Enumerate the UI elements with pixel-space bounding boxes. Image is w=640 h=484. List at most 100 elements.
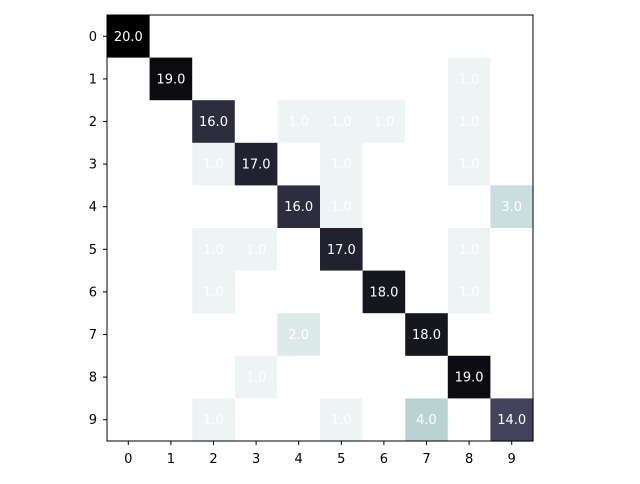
heatmap-cell [277,57,321,101]
heatmap-cell [362,313,406,357]
heatmap-cell [192,185,236,229]
heatmap-cell [320,398,364,442]
heatmap-cell [107,398,151,442]
x-tick-label: 8 [465,452,473,467]
heatmap-cell [234,57,278,101]
heatmap-cell [447,100,491,144]
cell-value-label: 16.0 [199,115,228,130]
x-tick-label: 1 [167,452,175,467]
y-tick-label: 2 [89,115,97,130]
heatmap-cell [149,398,193,442]
heatmap-cell [405,142,449,186]
heatmap-cell [362,57,406,101]
heatmap-cell [405,270,449,314]
cell-value-label: 1.0 [331,200,352,215]
y-tick-label: 3 [89,158,97,173]
cell-value-label: 3.0 [501,200,522,215]
x-tick-label: 4 [295,452,303,467]
heatmap-cell [149,313,193,357]
heatmap-cell [362,100,406,144]
y-tick-label: 8 [89,371,97,386]
y-tick-label: 9 [89,413,97,428]
heatmap-cell [405,355,449,399]
x-axis: 0 1 2 3 4 5 6 7 8 9 [124,441,516,467]
cell-value-label: 1.0 [374,115,395,130]
heatmap-cell [320,313,364,357]
heatmap-cell [149,15,193,59]
heatmap-cell [405,398,449,442]
heatmap-cell [149,228,193,272]
heatmap-cell [149,57,193,101]
heatmap-cell [149,142,193,186]
y-tick-label: 6 [89,285,97,300]
cell-value-label: 1.0 [459,243,480,258]
cell-value-label: 16.0 [284,200,313,215]
cell-value-label: 2.0 [288,328,309,343]
x-tick-label: 2 [209,452,217,467]
heatmap-cell [192,100,236,144]
cell-value-label: 17.0 [327,243,356,258]
heatmap-cell [405,185,449,229]
heatmap-cell [192,142,236,186]
cell-value-label: 1.0 [288,115,309,130]
heatmap-cell [107,142,151,186]
heatmap-cell [405,15,449,59]
heatmap-cell [405,100,449,144]
heatmap-cell [447,185,491,229]
heatmap-cell [107,228,151,272]
x-tick-label: 6 [380,452,388,467]
heatmap-cell [320,100,364,144]
cell-value-label: 1.0 [331,115,352,130]
cell-value-label: 17.0 [242,158,271,173]
heatmap-cell [320,15,364,59]
heatmap-cell [234,355,278,399]
cell-value-label: 19.0 [156,72,185,87]
cell-value-label: 1.0 [203,285,224,300]
cell-value-label: 1.0 [331,413,352,428]
heatmap-cell [320,142,364,186]
heatmap-cell [234,100,278,144]
heatmap-cell [277,355,321,399]
cell-value-label: 4.0 [416,413,437,428]
heatmap-cell [192,355,236,399]
heatmap-cell [490,57,534,101]
heatmap-cells [107,15,534,442]
cell-value-label: 1.0 [203,243,224,258]
cell-value-label: 18.0 [412,328,441,343]
heatmap-cell [362,15,406,59]
x-tick-label: 9 [508,452,516,467]
heatmap-cell [107,355,151,399]
heatmap-cell [277,313,321,357]
heatmap-cell [447,15,491,59]
heatmap-cell [192,15,236,59]
heatmap-cell [320,355,364,399]
heatmap-cell [447,398,491,442]
heatmap-cell [277,15,321,59]
heatmap-cell [362,270,406,314]
cell-value-label: 1.0 [203,413,224,428]
heatmap-cell [490,15,534,59]
cell-value-label: 1.0 [459,115,480,130]
heatmap-cell [234,185,278,229]
heatmap-cell [192,313,236,357]
x-tick-label: 3 [252,452,260,467]
heatmap-cell [192,57,236,101]
heatmap-cell [234,270,278,314]
heatmap-cell [362,228,406,272]
heatmap-cell [277,270,321,314]
plot-frame [106,14,534,442]
heatmap-cell [362,185,406,229]
heatmap-cell-labels: 20.0 19.0 1.0 16.0 1.0 1.0 1.0 1.0 1.0 17.0 1.0 1.0… [114,30,526,428]
y-tick-label: 7 [89,328,97,343]
y-tick-label: 4 [89,200,97,215]
heatmap-cell [447,313,491,357]
cell-value-label: 19.0 [455,371,484,386]
heatmap-cell [234,15,278,59]
heatmap-cell [447,270,491,314]
heatmap-cell [107,100,151,144]
heatmap-cell [490,228,534,272]
heatmap-cell [107,270,151,314]
heatmap-cell [447,57,491,101]
